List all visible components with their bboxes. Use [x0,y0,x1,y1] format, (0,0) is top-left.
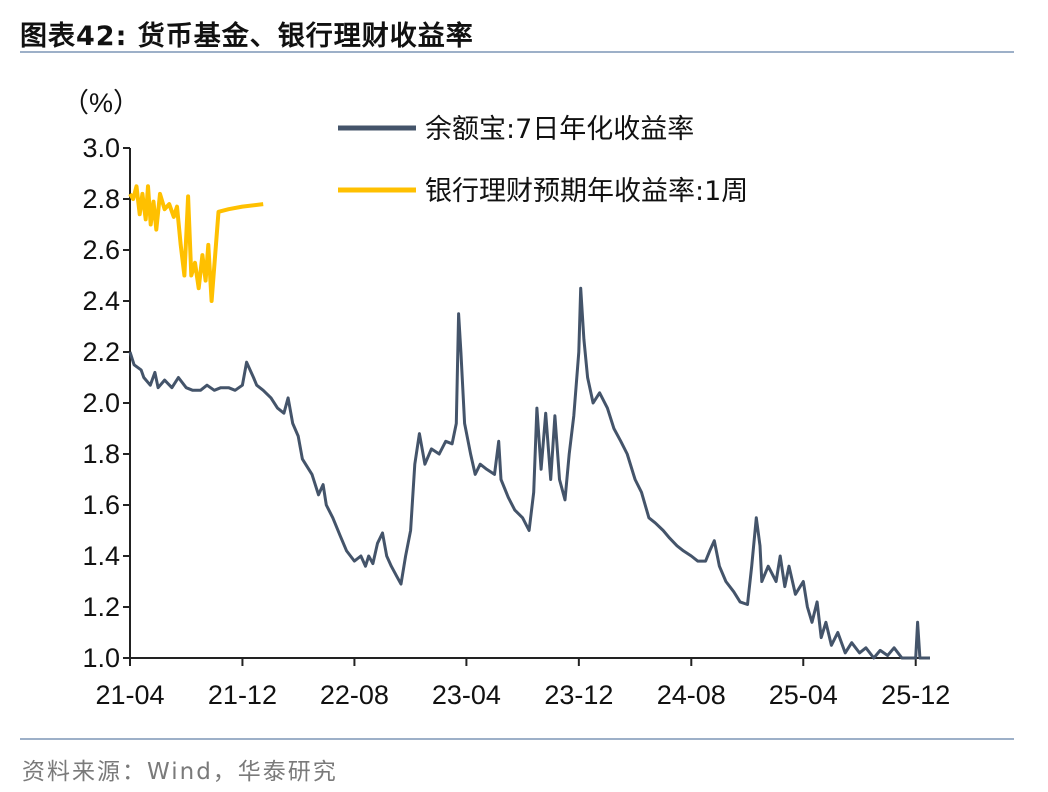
x-tick-label: 25-04 [769,680,838,710]
series-line-1 [128,286,930,660]
series-layer [128,184,930,660]
legend-label-2: 银行理财预期年收益率:1周 [425,176,748,207]
x-tick-label: 24-08 [657,680,726,710]
y-tick-label: 2.4 [82,286,120,316]
y-tick-label: 1.4 [82,541,120,571]
y-tick-label: 2.0 [82,388,120,418]
y-tick-label: 1.0 [82,643,120,673]
chart-title: 图表42: 货币基金、银行理财收益率 [20,21,474,52]
y-tick-label: 1.2 [82,592,120,622]
source-note: 资料来源：Wind，华泰研究 [22,759,338,785]
x-tick-label: 21-04 [95,680,164,710]
y-tick-label: 1.8 [82,439,120,469]
y-tick-label: 3.0 [82,133,120,163]
y-tick-label: 1.6 [82,490,120,520]
top-divider [20,51,1014,53]
x-tick-label: 21-12 [208,680,277,710]
y-tick-label: 2.2 [82,337,120,367]
x-tick-label: 23-12 [544,680,613,710]
bottom-divider [20,738,1014,740]
x-axis-ticks: 21-04 21-12 22-08 23-04 23-12 24-08 25-04 25-12 [95,658,950,710]
y-axis-label: （%） [62,88,140,118]
y-axis-ticks: 1.0 1.2 1.4 1.6 1.8 2.0 2.2 2.4 2.6 2.8 3.0 [82,133,130,673]
y-tick-label: 2.6 [82,235,120,265]
legend-label-1: 余额宝:7日年化收益率 [425,114,694,145]
series-line-2 [128,184,264,303]
x-tick-label: 25-12 [881,680,950,710]
x-tick-label: 23-04 [432,680,501,710]
y-tick-label: 2.8 [82,184,120,214]
axes [129,148,930,659]
x-tick-label: 22-08 [320,680,389,710]
